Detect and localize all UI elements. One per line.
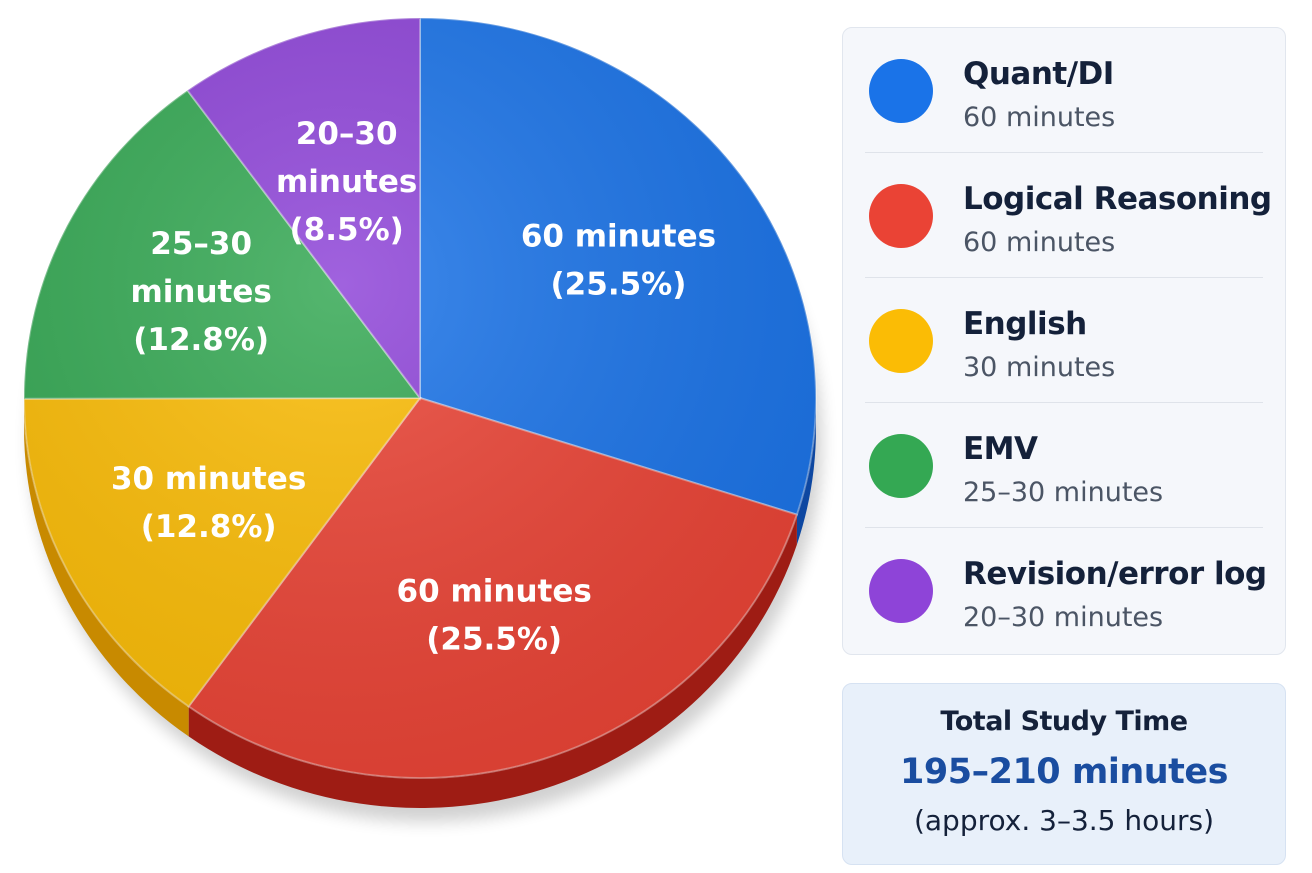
legend-item-quant: Quant/DI 60 minutes xyxy=(865,28,1263,153)
legend-label-english: English xyxy=(963,306,1087,342)
legend-value-quant: 60 minutes xyxy=(963,102,1116,133)
pie-chart: 60 minutes (25.5%) 60 minutes (25.5%) 30 min… xyxy=(22,16,822,822)
slice-label-line: (12.8%) xyxy=(133,322,269,358)
total-study-time-card: Total Study Time 195–210 minutes (approx… xyxy=(842,683,1286,865)
slice-label-line: 25–30 xyxy=(150,226,252,262)
slice-label-emv: 25–30 minutes (12.8%) xyxy=(130,226,271,358)
slice-label-logical: 60 minutes (25.5%) xyxy=(397,574,592,658)
slice-label-line: (8.5%) xyxy=(290,212,404,248)
slice-label-line: 60 minutes xyxy=(521,218,716,254)
legend-value-revision: 20–30 minutes xyxy=(963,602,1164,633)
slice-label-line: (25.5%) xyxy=(551,266,687,302)
legend-swatch-logical xyxy=(869,184,933,248)
slice-label-line: (12.8%) xyxy=(141,509,277,545)
slice-label-line: minutes xyxy=(276,164,417,200)
legend-swatch-quant xyxy=(869,59,933,123)
slice-label-english: 30 minutes (12.8%) xyxy=(111,461,306,545)
total-subtitle: (approx. 3–3.5 hours) xyxy=(913,804,1215,837)
legend-swatch-english xyxy=(869,309,933,373)
total-title: Total Study Time xyxy=(940,706,1188,737)
slice-label-line: 30 minutes xyxy=(111,461,306,497)
legend-item-logical: Logical Reasoning 60 minutes xyxy=(865,153,1272,278)
slice-label-revision: 20–30 minutes (8.5%) xyxy=(276,116,417,248)
slice-label-line: minutes xyxy=(130,274,271,310)
slice-label-quant: 60 minutes (25.5%) xyxy=(521,218,716,302)
legend-swatch-revision xyxy=(869,559,933,623)
slice-label-line: 20–30 xyxy=(296,116,398,152)
legend-item-emv: EMV 25–30 minutes xyxy=(865,403,1263,528)
legend-swatch-emv xyxy=(869,434,933,498)
legend-value-emv: 25–30 minutes xyxy=(963,477,1164,508)
slice-label-line: (25.5%) xyxy=(426,622,562,658)
legend-label-logical: Logical Reasoning xyxy=(963,181,1272,217)
legend-item-revision: Revision/error log 20–30 minutes xyxy=(865,528,1267,653)
slice-label-line: 60 minutes xyxy=(397,574,592,610)
legend-value-logical: 60 minutes xyxy=(963,227,1116,258)
legend-item-english: English 30 minutes xyxy=(865,278,1263,403)
legend-value-english: 30 minutes xyxy=(963,352,1116,383)
total-value: 195–210 minutes xyxy=(900,752,1228,792)
legend-label-revision: Revision/error log xyxy=(963,556,1267,592)
legend-label-emv: EMV xyxy=(963,431,1038,467)
legend-label-quant: Quant/DI xyxy=(963,56,1114,92)
legend: Quant/DI 60 minutes Logical Reasoning 60… xyxy=(842,27,1286,655)
